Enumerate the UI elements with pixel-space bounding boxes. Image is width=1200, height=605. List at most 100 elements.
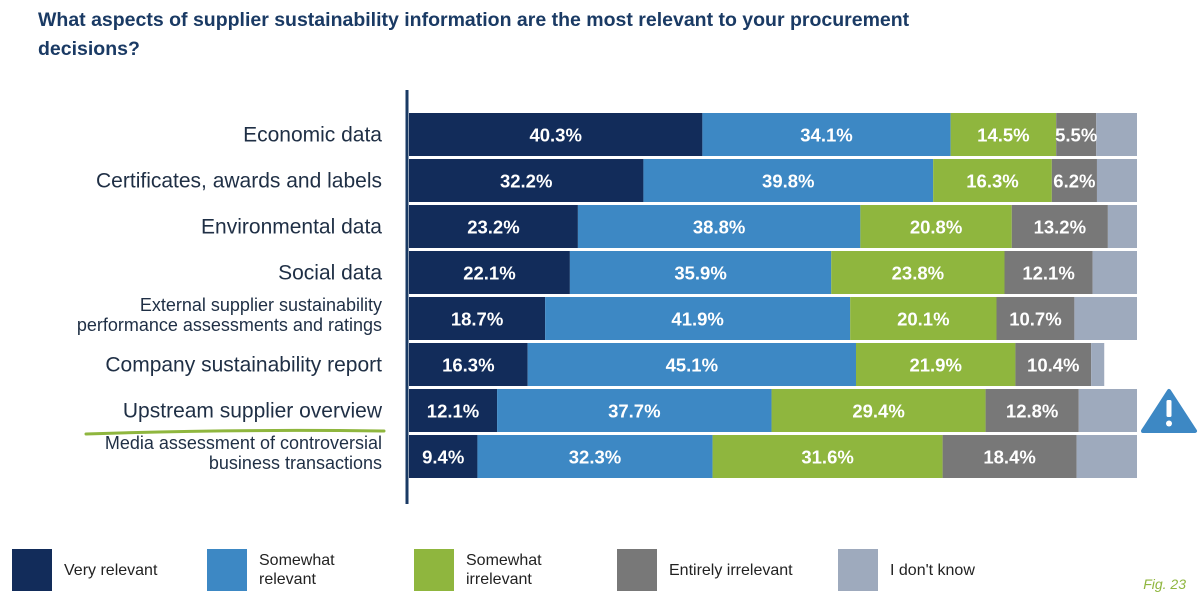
legend: Very relevant Somewhat relevant Somewhat… <box>0 548 1200 598</box>
bar-segment-somewhat-irrelevant-upstream-supplier-overview <box>771 389 986 432</box>
bar-segment-very-relevant-environmental-data <box>409 205 578 248</box>
bar-segment-somewhat-irrelevant-environmental-data <box>860 205 1012 248</box>
value-label-somewhat-irrelevant-upstream-supplier-overview: 29.4% <box>852 401 904 422</box>
category-label-media-assessment-of-controversial-business-transactions: Media assessment of controversial busines… <box>105 433 382 473</box>
bar-segment-very-relevant-company-sustainability-report <box>409 343 528 386</box>
bar-segment-somewhat-irrelevant-company-sustainability-report <box>855 343 1016 386</box>
value-label-very-relevant-social-data: 22.1% <box>463 263 515 284</box>
bar-segment-entirely-irrelevant-certificates-awards-and-labels <box>1051 159 1097 202</box>
bar-segment-somewhat-relevant-company-sustainability-report <box>527 343 856 386</box>
value-label-entirely-irrelevant-social-data: 12.1% <box>1022 263 1074 284</box>
bar-segment-very-relevant-external-supplier-sustainability-performance-assessments-and-ratings <box>409 297 546 340</box>
highlight-underline <box>84 428 386 436</box>
value-label-somewhat-relevant-certificates-awards-and-labels: 39.8% <box>762 171 814 192</box>
bar-segment-somewhat-relevant-media-assessment-of-controversial-business-transactions <box>477 435 713 478</box>
bars-layer <box>409 113 1137 478</box>
bar-segment-somewhat-irrelevant-certificates-awards-and-labels <box>933 159 1052 202</box>
bar-segment-very-relevant-certificates-awards-and-labels <box>409 159 644 202</box>
value-label-somewhat-irrelevant-media-assessment-of-controversial-business-transactions: 31.6% <box>801 447 853 468</box>
category-label-certificates-awards-and-labels: Certificates, awards and labels <box>96 170 382 193</box>
category-label-line: Media assessment of controversial <box>105 433 382 453</box>
value-label-entirely-irrelevant-external-supplier-sustainability-performance-assessments-and-ratings: 10.7% <box>1009 309 1061 330</box>
value-label-somewhat-irrelevant-economic-data: 14.5% <box>977 125 1029 146</box>
value-label-very-relevant-economic-data: 40.3% <box>529 125 581 146</box>
category-label-line: business transactions <box>209 453 382 473</box>
bar-segment-entirely-irrelevant-social-data <box>1004 251 1093 294</box>
value-label-somewhat-relevant-upstream-supplier-overview: 37.7% <box>608 401 660 422</box>
bar-segment-somewhat-irrelevant-external-supplier-sustainability-performance-assessments-and-ratings <box>850 297 997 340</box>
value-label-somewhat-irrelevant-certificates-awards-and-labels: 16.3% <box>966 171 1018 192</box>
category-label-line: External supplier sustainability <box>140 295 382 315</box>
value-label-very-relevant-media-assessment-of-controversial-business-transactions: 9.4% <box>422 447 464 468</box>
category-label-environmental-data: Environmental data <box>201 216 382 239</box>
value-label-very-relevant-upstream-supplier-overview: 12.1% <box>427 401 479 422</box>
legend-item-somewhat-irrelevant: Somewhat irrelevant <box>414 548 576 592</box>
value-label-somewhat-relevant-external-supplier-sustainability-performance-assessments-and-ratings: 41.9% <box>671 309 723 330</box>
legend-label: Entirely irrelevant <box>669 561 793 579</box>
category-label-upstream-supplier-overview: Upstream supplier overview <box>123 400 383 423</box>
bar-segment-entirely-irrelevant-company-sustainability-report <box>1015 343 1092 386</box>
legend-label: Somewhat irrelevant <box>466 552 542 588</box>
bar-segment-somewhat-relevant-upstream-supplier-overview <box>497 389 772 432</box>
value-label-entirely-irrelevant-company-sustainability-report: 10.4% <box>1027 355 1079 376</box>
category-labels: Economic data Certificates, awards and la… <box>77 124 383 474</box>
bar-segment-dont-know-external-supplier-sustainability-performance-assessments-and-ratings <box>1074 297 1137 340</box>
legend-swatch-somewhat-irrelevant <box>414 549 454 591</box>
legend-item-dont-know: I don't know <box>838 548 1040 592</box>
legend-label: I don't know <box>890 561 975 579</box>
warning-icon <box>1141 389 1197 433</box>
value-label-very-relevant-external-supplier-sustainability-performance-assessments-and-ratings: 18.7% <box>451 309 503 330</box>
value-label-very-relevant-environmental-data: 23.2% <box>467 217 519 238</box>
bar-segment-very-relevant-media-assessment-of-controversial-business-transactions <box>409 435 478 478</box>
chart-title: What aspects of supplier sustainability … <box>38 9 910 60</box>
bar-segment-somewhat-irrelevant-media-assessment-of-controversial-business-transactions <box>712 435 943 478</box>
bar-segment-somewhat-irrelevant-social-data <box>831 251 1005 294</box>
value-label-somewhat-relevant-media-assessment-of-controversial-business-transactions: 32.3% <box>569 447 621 468</box>
legend-label: Very relevant <box>64 561 158 579</box>
bar-segment-entirely-irrelevant-upstream-supplier-overview <box>985 389 1079 432</box>
value-label-entirely-irrelevant-upstream-supplier-overview: 12.8% <box>1006 401 1058 422</box>
legend-item-very-relevant: Very relevant <box>12 548 214 592</box>
bar-segment-somewhat-relevant-external-supplier-sustainability-performance-assessments-and-ratings <box>545 297 851 340</box>
bar-segment-entirely-irrelevant-environmental-data <box>1011 205 1108 248</box>
figure-label: Fig. 23 <box>1143 576 1186 592</box>
value-label-very-relevant-company-sustainability-report: 16.3% <box>442 355 494 376</box>
bar-segment-very-relevant-social-data <box>409 251 570 294</box>
category-label-social-data: Social data <box>278 262 382 285</box>
bar-segment-dont-know-company-sustainability-report <box>1091 343 1105 386</box>
value-label-entirely-irrelevant-environmental-data: 13.2% <box>1034 217 1086 238</box>
value-label-entirely-irrelevant-certificates-awards-and-labels: 6.2% <box>1053 171 1095 192</box>
category-label-line: performance assessments and ratings <box>77 315 382 335</box>
value-label-somewhat-irrelevant-company-sustainability-report: 21.9% <box>909 355 961 376</box>
bar-segment-somewhat-relevant-certificates-awards-and-labels <box>643 159 934 202</box>
value-label-somewhat-irrelevant-external-supplier-sustainability-performance-assessments-and-ratings: 20.1% <box>897 309 949 330</box>
bar-segment-dont-know-certificates-awards-and-labels <box>1096 159 1137 202</box>
legend-swatch-entirely-irrelevant <box>617 549 657 591</box>
bar-segment-entirely-irrelevant-media-assessment-of-controversial-business-transactions <box>942 435 1077 478</box>
bar-segment-somewhat-relevant-economic-data <box>702 113 951 156</box>
legend-label: Somewhat relevant <box>259 552 335 588</box>
bar-segment-dont-know-upstream-supplier-overview <box>1078 389 1137 432</box>
category-label-external-supplier-sustainability-performance-assessments-and-ratings: External supplier sustainability performa… <box>77 295 382 335</box>
bar-segment-somewhat-relevant-social-data <box>569 251 832 294</box>
legend-item-entirely-irrelevant: Entirely irrelevant <box>617 548 819 592</box>
stacked-bar-chart: Economic data Certificates, awards and la… <box>77 90 1197 504</box>
bar-segment-dont-know-environmental-data <box>1107 205 1137 248</box>
bar-segment-very-relevant-economic-data <box>409 113 703 156</box>
bar-segment-somewhat-relevant-environmental-data <box>577 205 861 248</box>
value-label-somewhat-relevant-environmental-data: 38.8% <box>693 217 745 238</box>
bar-segment-dont-know-media-assessment-of-controversial-business-transactions <box>1076 435 1137 478</box>
value-label-somewhat-irrelevant-social-data: 23.8% <box>892 263 944 284</box>
category-label-company-sustainability-report: Company sustainability report <box>105 354 382 377</box>
value-label-somewhat-irrelevant-environmental-data: 20.8% <box>910 217 962 238</box>
bar-segment-entirely-irrelevant-external-supplier-sustainability-performance-assessments-and-ratings <box>996 297 1075 340</box>
bar-segment-very-relevant-upstream-supplier-overview <box>409 389 498 432</box>
value-label-somewhat-relevant-economic-data: 34.1% <box>800 125 852 146</box>
category-label-economic-data: Economic data <box>243 124 382 147</box>
legend-swatch-very-relevant <box>12 549 52 591</box>
legend-swatch-dont-know <box>838 549 878 591</box>
value-label-somewhat-relevant-social-data: 35.9% <box>674 263 726 284</box>
value-labels: 40.3% 34.1% 14.5% 5.5% 32.2% 39.8% 16.3% 6.2% 23… <box>422 125 1097 468</box>
bar-segment-entirely-irrelevant-economic-data <box>1056 113 1097 156</box>
value-label-very-relevant-certificates-awards-and-labels: 32.2% <box>500 171 552 192</box>
